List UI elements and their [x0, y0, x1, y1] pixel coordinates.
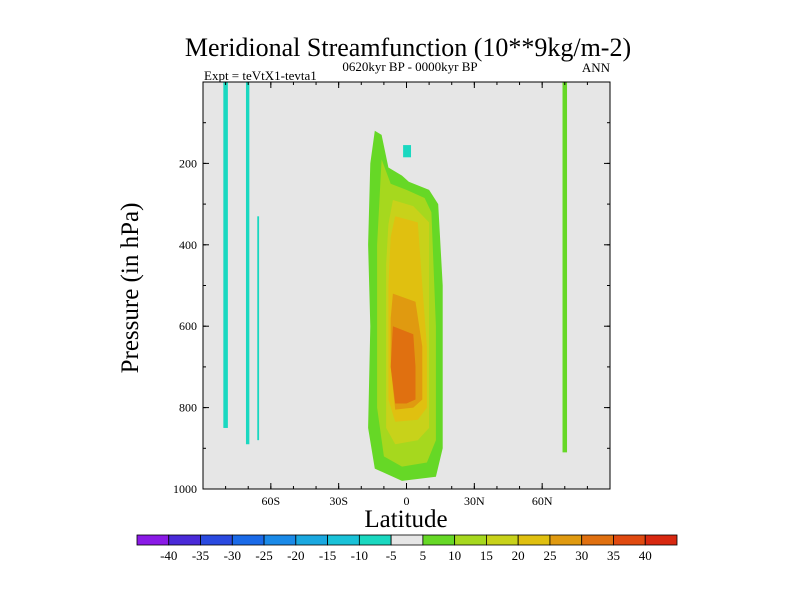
- colorbar-label: 15: [480, 548, 493, 563]
- colorbar-swatch: [517, 534, 551, 546]
- season-label: ANN: [582, 60, 611, 75]
- colorbar-label: 10: [448, 548, 461, 563]
- neg-band-80s: [223, 82, 228, 428]
- neg-band-66s: [257, 216, 260, 441]
- colorbar-label: 30: [575, 548, 588, 563]
- colorbar-swatch: [613, 534, 646, 546]
- x-tick-label: 60N: [532, 494, 553, 508]
- colorbar-label: 5: [420, 548, 427, 563]
- contour-fills: [223, 82, 568, 481]
- x-tick-label: 30N: [464, 494, 485, 508]
- colorbar-label: -30: [224, 548, 241, 563]
- colorbar-label: -35: [192, 548, 209, 563]
- pos-band-70n: [562, 82, 568, 453]
- colorbar-swatch: [168, 534, 201, 546]
- colorbar-label: -5: [386, 548, 397, 563]
- colorbar-swatch: [231, 534, 265, 546]
- neg-patch-0: [403, 145, 412, 158]
- colorbar-swatch: [549, 534, 583, 546]
- x-axis: 60S 30S 0 30N 60N: [202, 82, 611, 508]
- colorbar-swatch: [136, 534, 170, 546]
- colorbar-swatch: [390, 534, 424, 546]
- neg-band-70s: [245, 82, 250, 445]
- colorbar-label: -25: [255, 548, 272, 563]
- colorbar-label: 35: [607, 548, 620, 563]
- colorbar-label: 25: [543, 548, 556, 563]
- y-axis: 200 400 600 800 1000: [173, 122, 610, 496]
- colorbar-swatch: [295, 534, 328, 546]
- colorbar-swatch: [454, 534, 487, 546]
- chart-title: Meridional Streamfunction (10**9kg/m-2): [185, 33, 631, 62]
- colorbar-label: -15: [319, 548, 336, 563]
- colorbar-swatch: [422, 534, 456, 546]
- colorbar-swatch: [581, 534, 614, 546]
- y-tick-label: 200: [179, 156, 197, 170]
- colorbar-swatch: [358, 534, 392, 546]
- colorbar-label: -40: [160, 548, 177, 563]
- period-label: 0620kyr BP - 0000kyr BP: [342, 59, 477, 74]
- x-tick-label: 30S: [329, 494, 348, 508]
- x-axis-label: Latitude: [364, 506, 447, 533]
- colorbar-label: -10: [351, 548, 368, 563]
- experiment-label: Expt = teVtX1-tevta1: [204, 68, 317, 83]
- x-tick-label: 60S: [261, 494, 280, 508]
- y-axis-label: Pressure (in hPa): [117, 203, 144, 374]
- y-tick-label: 800: [179, 401, 197, 415]
- colorbar-swatch: [486, 534, 519, 546]
- colorbar-label: -20: [287, 548, 304, 563]
- y-tick-label: 400: [179, 238, 197, 252]
- x-tick-label: 0: [404, 494, 410, 508]
- colorbar-label: 40: [639, 548, 652, 563]
- colorbar: -40 -35 -30 -25 -20 -15 -10 -5 5 10 15 20 25 30 35 40: [136, 534, 678, 563]
- colorbar-swatch: [200, 534, 233, 546]
- colorbar-swatch: [644, 534, 678, 546]
- contour-level-30: [390, 326, 416, 404]
- colorbar-label: 20: [512, 548, 525, 563]
- y-tick-label: 1000: [173, 482, 197, 496]
- colorbar-swatch: [327, 534, 360, 546]
- colorbar-swatch: [263, 534, 297, 546]
- y-tick-label: 600: [179, 319, 197, 333]
